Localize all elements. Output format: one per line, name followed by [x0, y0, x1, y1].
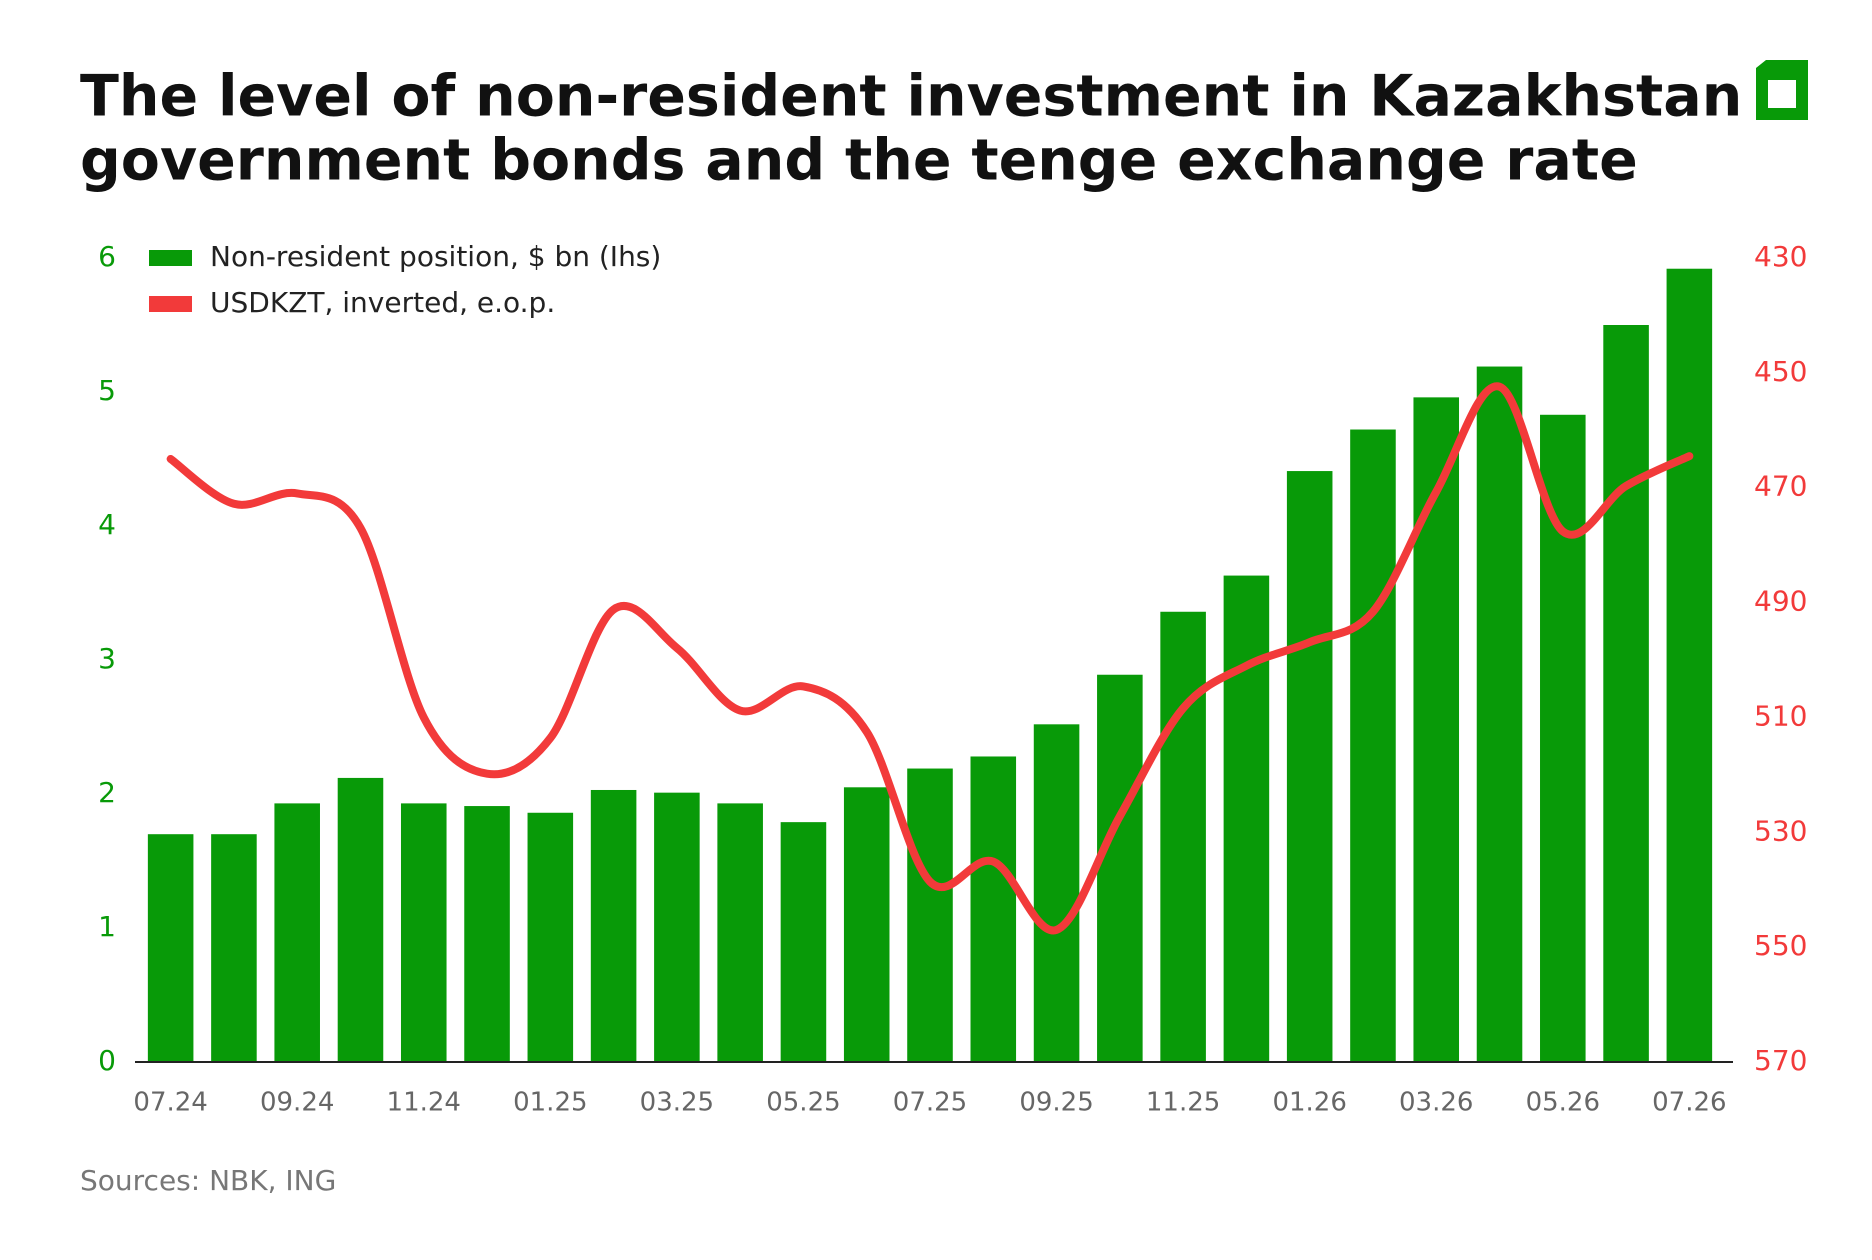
y-tick-label: 5	[98, 374, 116, 407]
line	[166, 382, 1694, 935]
y-tick-label: 6	[98, 240, 116, 273]
logo	[1756, 60, 1808, 120]
y-tick-label: 2	[98, 776, 116, 809]
bar	[1666, 268, 1713, 1063]
bar	[527, 812, 574, 1062]
x-tick-label: 07.25	[893, 1088, 967, 1118]
source: Sources: NBK, ING	[80, 1164, 336, 1197]
y-tick-label: 0	[98, 1044, 116, 1077]
bar	[464, 806, 510, 1062]
x-tick-label: 07.26	[1652, 1088, 1726, 1118]
y-tick-label: 1	[98, 910, 116, 943]
bar	[1476, 366, 1523, 1062]
x-tick-label: 11.25	[1146, 1088, 1220, 1118]
bar	[147, 834, 194, 1062]
logo-mark	[1756, 60, 1808, 68]
x-tick-label: 07.24	[133, 1088, 207, 1118]
y-tick-label: 4	[98, 508, 116, 541]
y2-tick-label: 530	[1754, 814, 1807, 847]
bar	[211, 834, 257, 1062]
bar	[1413, 397, 1460, 1062]
bar	[907, 768, 953, 1062]
y2-tick-label: 570	[1754, 1044, 1807, 1077]
x-tick-label: 05.25	[766, 1088, 840, 1118]
x-tick-label: 09.25	[1019, 1088, 1093, 1118]
bar	[274, 803, 320, 1062]
bar	[1540, 414, 1586, 1062]
y2-tick-label: 550	[1754, 929, 1807, 962]
x-tick-label: 05.26	[1526, 1088, 1600, 1118]
bar	[1286, 471, 1333, 1062]
y2-tick-label: 490	[1754, 585, 1807, 618]
y2-tick-label: 430	[1754, 240, 1807, 273]
bar	[1097, 674, 1143, 1062]
bar	[970, 756, 1017, 1062]
bar	[717, 803, 763, 1062]
logo-mark	[1756, 68, 1808, 120]
bar	[590, 789, 637, 1062]
y-tick-label: 3	[98, 642, 116, 675]
bar	[843, 787, 890, 1062]
x-tick-label: 01.26	[1272, 1088, 1346, 1118]
bar	[337, 777, 384, 1062]
x-tick-label: 11.24	[387, 1088, 461, 1118]
bar	[1350, 429, 1396, 1062]
bar	[654, 792, 700, 1062]
bar	[1160, 611, 1206, 1062]
x-tick-label: 01.25	[513, 1088, 587, 1118]
chart-title: The level of non-resident investment in …	[80, 64, 1742, 130]
legend-swatch	[149, 250, 192, 266]
bar	[1223, 575, 1270, 1062]
y2-tick-label: 450	[1754, 355, 1807, 388]
y2-tick-label: 510	[1754, 699, 1807, 732]
bar	[400, 803, 447, 1062]
bar	[780, 822, 827, 1062]
legend-label: USDKZT, inverted, e.o.p.	[210, 286, 555, 319]
bar	[1033, 724, 1080, 1062]
bar	[1603, 325, 1649, 1062]
legend-label: Non-resident position, $ bn (Ihs)	[210, 240, 661, 273]
x-tick-label: 03.25	[640, 1088, 714, 1118]
x-tick-label: 09.24	[260, 1088, 334, 1118]
legend-swatch	[149, 296, 192, 312]
y2-tick-label: 470	[1754, 470, 1807, 503]
chart-title: government bonds and the tenge exchange …	[80, 128, 1638, 194]
x-tick-label: 03.26	[1399, 1088, 1473, 1118]
